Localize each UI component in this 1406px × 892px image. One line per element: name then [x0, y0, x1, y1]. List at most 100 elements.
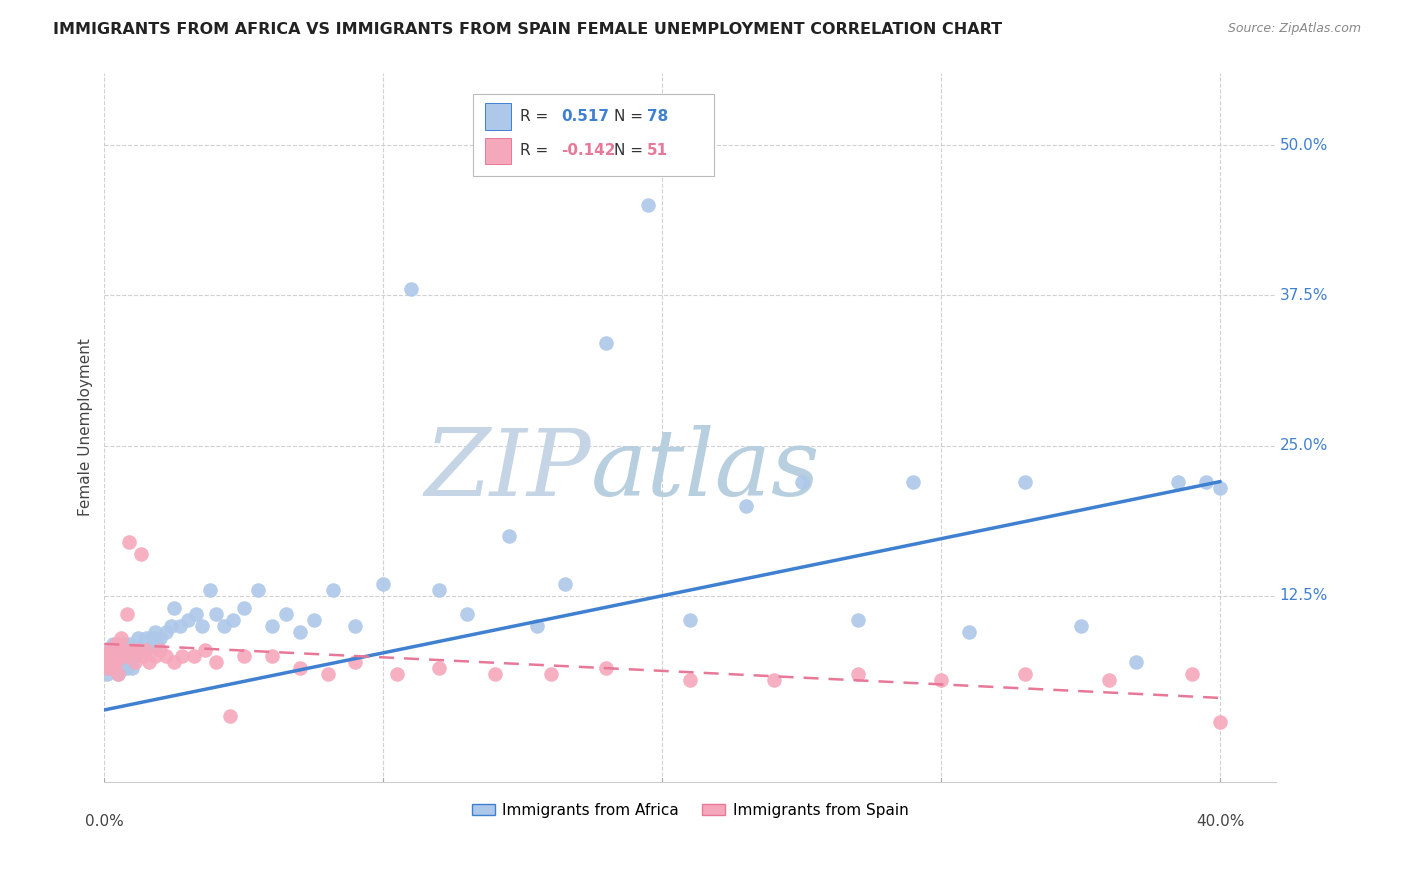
Point: [104, 643, 127, 657]
Point: [790, 475, 813, 489]
Point: [1181, 666, 1204, 681]
Point: [115, 607, 138, 621]
Point: [540, 666, 562, 681]
Point: [344, 619, 367, 633]
Text: 40.0%: 40.0%: [1197, 814, 1244, 829]
Point: [98, 661, 121, 675]
Point: [101, 661, 124, 675]
Point: [127, 643, 149, 657]
Point: [637, 198, 659, 212]
Text: 37.5%: 37.5%: [1279, 288, 1329, 302]
Point: [112, 648, 135, 663]
Point: [456, 607, 478, 621]
Point: [101, 661, 124, 675]
Point: [219, 709, 242, 723]
Point: [110, 661, 132, 675]
Point: [107, 637, 129, 651]
Point: [929, 673, 952, 687]
Point: [344, 655, 367, 669]
Point: [104, 655, 127, 669]
Text: 0.517: 0.517: [561, 110, 609, 125]
Point: [118, 655, 141, 669]
Point: [427, 661, 450, 675]
Point: [205, 607, 228, 621]
Point: [163, 600, 186, 615]
Point: [107, 655, 129, 669]
Point: [846, 666, 869, 681]
Point: [107, 643, 129, 657]
Point: [110, 648, 132, 663]
Point: [232, 600, 254, 615]
Point: [135, 631, 157, 645]
Point: [143, 648, 166, 663]
Point: [191, 619, 214, 633]
Point: [595, 336, 617, 351]
Text: R =: R =: [520, 144, 554, 159]
Point: [735, 499, 758, 513]
Point: [1195, 475, 1218, 489]
Point: [957, 624, 980, 639]
Point: [1014, 666, 1036, 681]
Point: [129, 643, 152, 657]
Point: [127, 631, 149, 645]
Point: [149, 631, 172, 645]
Text: Source: ZipAtlas.com: Source: ZipAtlas.com: [1227, 22, 1361, 36]
Point: [141, 631, 163, 645]
Point: [194, 643, 217, 657]
Point: [107, 648, 129, 663]
Point: [260, 648, 283, 663]
Point: [104, 661, 127, 675]
Point: [107, 648, 129, 663]
Point: [595, 661, 617, 675]
Point: [115, 648, 138, 663]
Text: 50.0%: 50.0%: [1279, 137, 1327, 153]
Point: [679, 673, 702, 687]
Point: [222, 613, 245, 627]
Y-axis label: Female Unemployment: Female Unemployment: [79, 339, 93, 516]
Point: [155, 624, 177, 639]
Point: [1209, 714, 1232, 729]
Bar: [485, 103, 510, 130]
Point: [112, 661, 135, 675]
Point: [200, 582, 222, 597]
Text: N =: N =: [614, 144, 643, 159]
Point: [1070, 619, 1092, 633]
Point: [1097, 673, 1119, 687]
Point: [96, 666, 118, 681]
Point: [121, 661, 143, 675]
Point: [118, 534, 141, 549]
Point: [484, 666, 506, 681]
Point: [762, 673, 785, 687]
Point: [1209, 481, 1232, 495]
Text: 0.0%: 0.0%: [84, 814, 124, 829]
Point: [1125, 655, 1147, 669]
Point: [110, 643, 132, 657]
Point: [163, 655, 186, 669]
Point: [146, 637, 169, 651]
Text: 25.0%: 25.0%: [1279, 438, 1327, 453]
Point: [101, 643, 124, 657]
Text: atlas: atlas: [591, 425, 820, 515]
FancyBboxPatch shape: [474, 95, 714, 176]
Legend: Immigrants from Africa, Immigrants from Spain: Immigrants from Africa, Immigrants from …: [465, 797, 914, 824]
Point: [160, 619, 183, 633]
Bar: [485, 137, 510, 164]
Point: [903, 475, 925, 489]
Point: [177, 613, 200, 627]
Point: [302, 613, 325, 627]
Point: [96, 661, 118, 675]
Point: [96, 648, 118, 663]
Point: [98, 655, 121, 669]
Text: -0.142: -0.142: [561, 144, 616, 159]
Point: [115, 661, 138, 675]
Point: [110, 648, 132, 663]
Point: [104, 637, 127, 651]
Point: [427, 582, 450, 597]
Point: [526, 619, 548, 633]
Point: [155, 648, 177, 663]
Point: [138, 655, 160, 669]
Point: [214, 619, 236, 633]
Point: [169, 619, 191, 633]
Point: [186, 607, 208, 621]
Point: [246, 582, 269, 597]
